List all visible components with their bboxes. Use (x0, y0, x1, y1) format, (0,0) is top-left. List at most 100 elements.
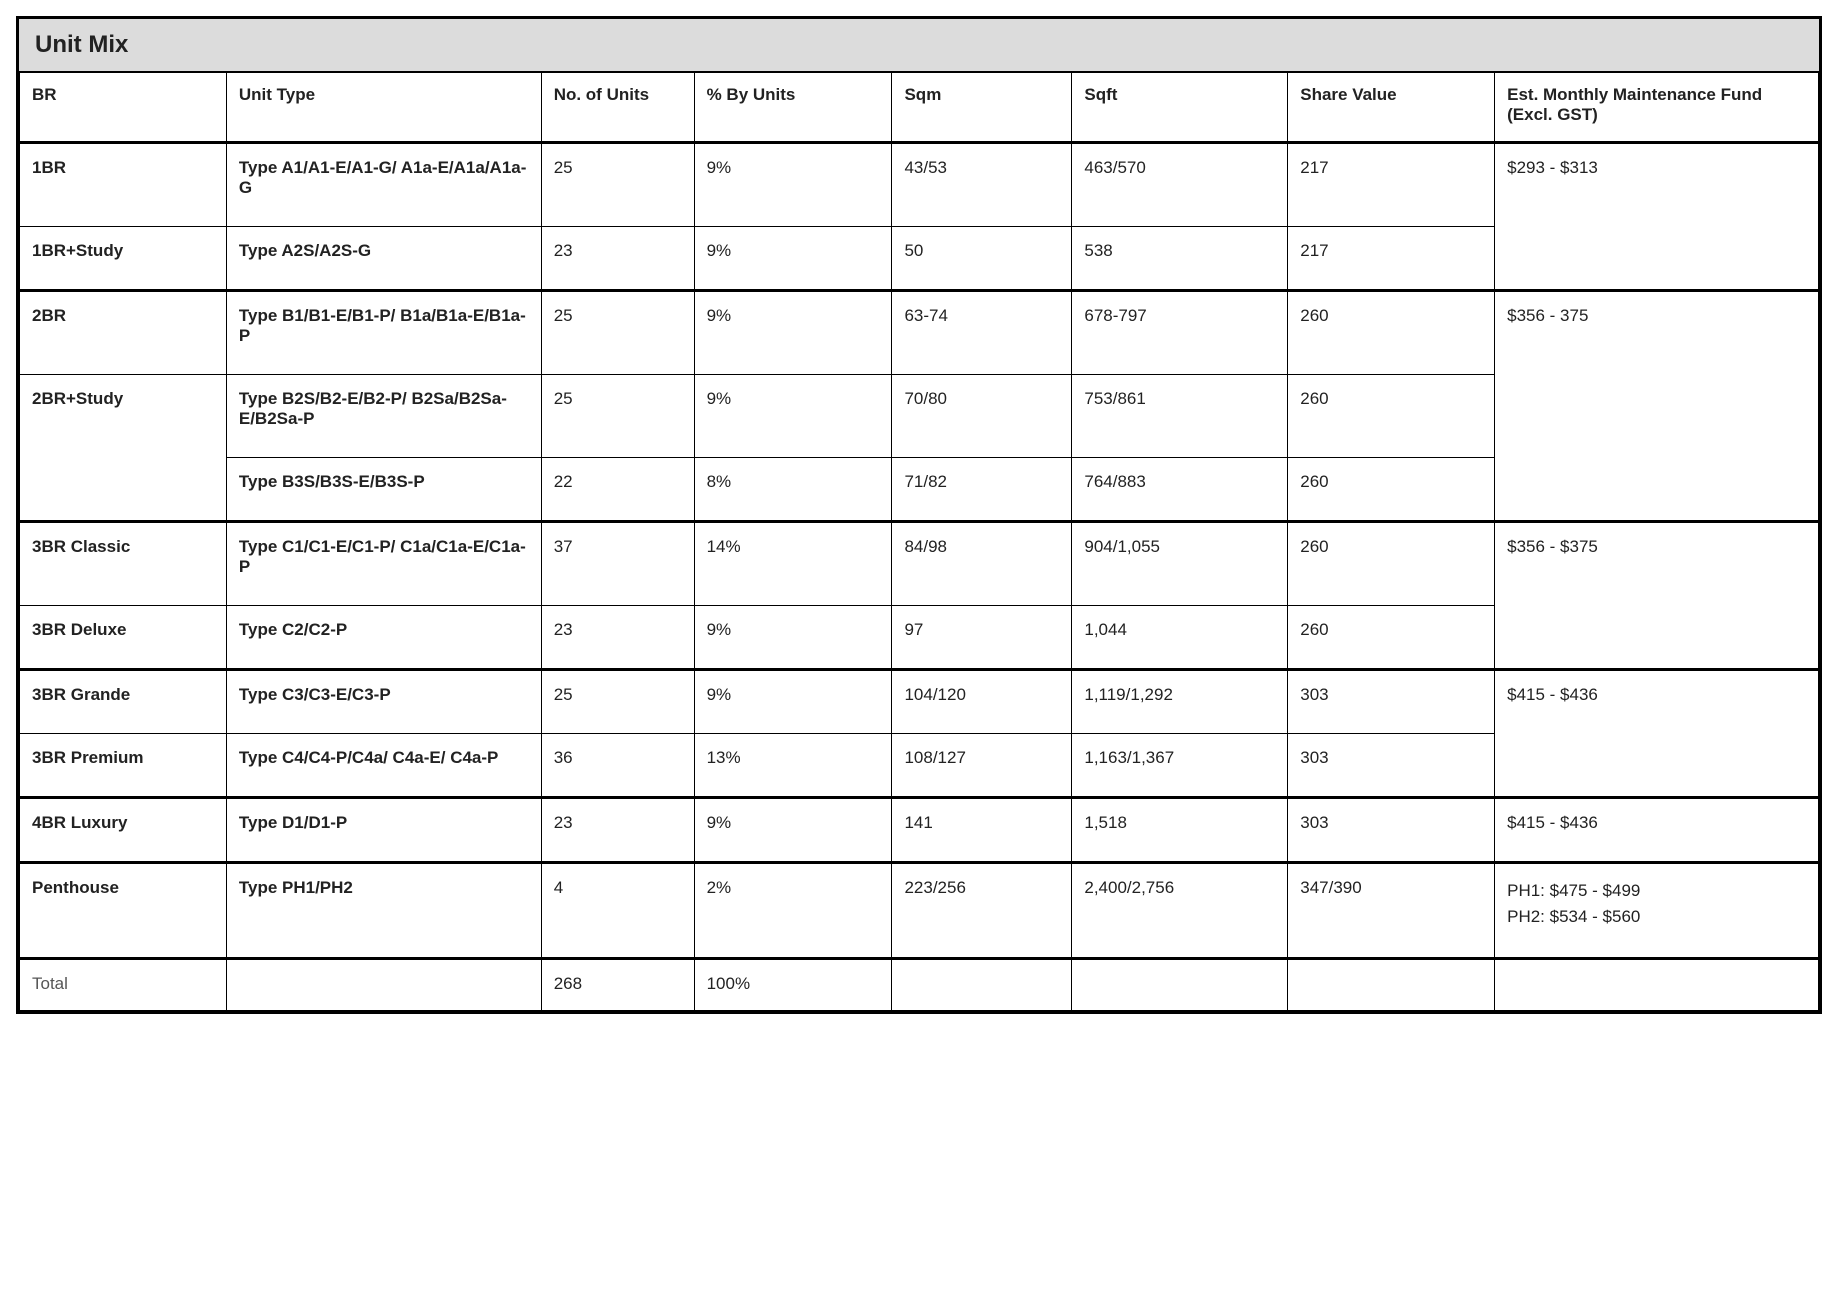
table-title: Unit Mix (19, 19, 1819, 73)
cell-share-value: 260 (1288, 458, 1495, 522)
cell-sqft: 678-797 (1072, 291, 1288, 375)
table-row: 2BRType B1/B1-E/B1-P/ B1a/B1a-E/B1a-P259… (20, 291, 1819, 375)
cell-br: 1BR+Study (20, 227, 227, 291)
cell-empty (1288, 959, 1495, 1011)
cell-sqft: 904/1,055 (1072, 522, 1288, 606)
cell-pct-units: 9% (694, 375, 892, 458)
cell-no-units: 22 (541, 458, 694, 522)
cell-share-value: 260 (1288, 522, 1495, 606)
unit-mix-table: BR Unit Type No. of Units % By Units Sqm… (19, 73, 1819, 1011)
cell-no-units: 4 (541, 863, 694, 959)
table-row: 4BR LuxuryType D1/D1-P239%1411,518303$41… (20, 798, 1819, 863)
cell-share-value: 260 (1288, 606, 1495, 670)
cell-pct-units: 13% (694, 734, 892, 798)
cell-br: 3BR Premium (20, 734, 227, 798)
cell-unit-type: Type C4/C4-P/C4a/ C4a-E/ C4a-P (226, 734, 541, 798)
table-row-total: Total 268100% (20, 959, 1819, 1011)
table-row: 3BR ClassicType C1/C1-E/C1-P/ C1a/C1a-E/… (20, 522, 1819, 606)
cell-sqft: 764/883 (1072, 458, 1288, 522)
cell-no-units: 23 (541, 227, 694, 291)
cell-sqm: 50 (892, 227, 1072, 291)
cell-unit-type: Type A1/A1-E/A1-G/ A1a-E/A1a/A1a-G (226, 143, 541, 227)
col-br: BR (20, 73, 227, 143)
cell-pct-units: 8% (694, 458, 892, 522)
cell-sqft: 538 (1072, 227, 1288, 291)
table-row: 1BRType A1/A1-E/A1-G/ A1a-E/A1a/A1a-G259… (20, 143, 1819, 227)
cell-sqft: 1,163/1,367 (1072, 734, 1288, 798)
cell-share-value: 303 (1288, 798, 1495, 863)
cell-sqm: 70/80 (892, 375, 1072, 458)
cell-sqm: 141 (892, 798, 1072, 863)
cell-no-units: 25 (541, 291, 694, 375)
cell-unit-type: Type D1/D1-P (226, 798, 541, 863)
cell-share-value: 217 (1288, 227, 1495, 291)
table-row: PenthouseType PH1/PH242%223/2562,400/2,7… (20, 863, 1819, 959)
cell-sqm: 63-74 (892, 291, 1072, 375)
cell-maintenance: $356 - $375 (1495, 522, 1819, 670)
cell-pct-units: 9% (694, 670, 892, 734)
cell-br: 3BR Classic (20, 522, 227, 606)
col-share-value: Share Value (1288, 73, 1495, 143)
cell-sqm: 223/256 (892, 863, 1072, 959)
cell-unit-type: Type PH1/PH2 (226, 863, 541, 959)
cell-no-units: 36 (541, 734, 694, 798)
cell-empty (892, 959, 1072, 1011)
cell-sqm: 84/98 (892, 522, 1072, 606)
cell-sqft: 1,044 (1072, 606, 1288, 670)
col-no-units: No. of Units (541, 73, 694, 143)
cell-total-pct: 100% (694, 959, 892, 1011)
cell-sqft: 1,119/1,292 (1072, 670, 1288, 734)
cell-share-value: 303 (1288, 734, 1495, 798)
cell-br: 3BR Deluxe (20, 606, 227, 670)
col-maintenance: Est. Monthly Maintenance Fund (Excl. GST… (1495, 73, 1819, 143)
cell-sqm: 108/127 (892, 734, 1072, 798)
unit-mix-table-container: Unit Mix BR Unit Type No. of Units % By … (16, 16, 1822, 1014)
cell-no-units: 25 (541, 670, 694, 734)
cell-br: 4BR Luxury (20, 798, 227, 863)
cell-no-units: 25 (541, 143, 694, 227)
cell-share-value: 260 (1288, 375, 1495, 458)
cell-sqm: 104/120 (892, 670, 1072, 734)
table-row: 3BR GrandeType C3/C3-E/C3-P259%104/1201,… (20, 670, 1819, 734)
cell-pct-units: 2% (694, 863, 892, 959)
cell-sqft: 753/861 (1072, 375, 1288, 458)
cell-sqm: 43/53 (892, 143, 1072, 227)
col-sqft: Sqft (1072, 73, 1288, 143)
cell-maintenance: $415 - $436 (1495, 798, 1819, 863)
cell-sqm: 71/82 (892, 458, 1072, 522)
cell-empty (1072, 959, 1288, 1011)
cell-sqm: 97 (892, 606, 1072, 670)
cell-empty (1495, 959, 1819, 1011)
cell-sqft: 1,518 (1072, 798, 1288, 863)
cell-unit-type: Type C2/C2-P (226, 606, 541, 670)
cell-unit-type: Type C3/C3-E/C3-P (226, 670, 541, 734)
col-unit-type: Unit Type (226, 73, 541, 143)
cell-maintenance: $415 - $436 (1495, 670, 1819, 798)
cell-unit-type: Type A2S/A2S-G (226, 227, 541, 291)
cell-pct-units: 9% (694, 143, 892, 227)
cell-share-value: 217 (1288, 143, 1495, 227)
cell-maintenance: $356 - 375 (1495, 291, 1819, 522)
cell-share-value: 303 (1288, 670, 1495, 734)
cell-empty (226, 959, 541, 1011)
cell-total-units: 268 (541, 959, 694, 1011)
cell-sqft: 463/570 (1072, 143, 1288, 227)
header-row: BR Unit Type No. of Units % By Units Sqm… (20, 73, 1819, 143)
cell-br: 2BR (20, 291, 227, 375)
cell-no-units: 37 (541, 522, 694, 606)
cell-no-units: 25 (541, 375, 694, 458)
cell-no-units: 23 (541, 798, 694, 863)
cell-br: 1BR (20, 143, 227, 227)
cell-pct-units: 14% (694, 522, 892, 606)
cell-unit-type: Type C1/C1-E/C1-P/ C1a/C1a-E/C1a-P (226, 522, 541, 606)
cell-no-units: 23 (541, 606, 694, 670)
cell-pct-units: 9% (694, 227, 892, 291)
cell-sqft: 2,400/2,756 (1072, 863, 1288, 959)
cell-pct-units: 9% (694, 606, 892, 670)
col-sqm: Sqm (892, 73, 1072, 143)
cell-total-label: Total (20, 959, 227, 1011)
cell-unit-type: Type B1/B1-E/B1-P/ B1a/B1a-E/B1a-P (226, 291, 541, 375)
cell-br: Penthouse (20, 863, 227, 959)
col-pct-units: % By Units (694, 73, 892, 143)
cell-maintenance: PH1: $475 - $499PH2: $534 - $560 (1495, 863, 1819, 959)
